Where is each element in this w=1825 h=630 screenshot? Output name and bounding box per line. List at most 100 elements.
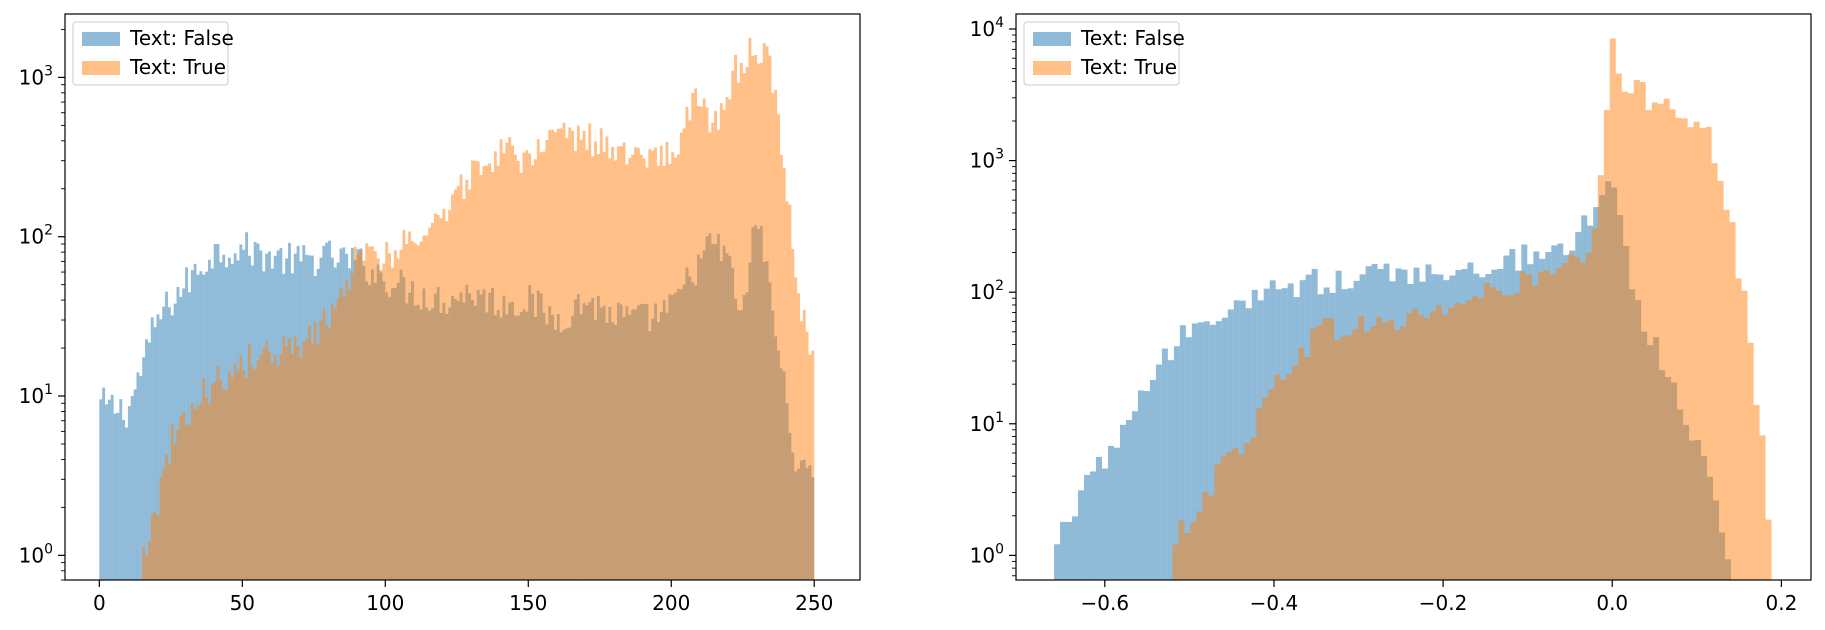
legend: Text: False Text: True <box>72 21 234 86</box>
histogram-bar <box>1705 126 1712 580</box>
histogram-bar <box>1208 495 1215 580</box>
legend-swatch-true <box>82 61 120 75</box>
histogram-bar <box>1334 339 1341 580</box>
histogram-bar <box>1220 456 1227 580</box>
x-tick-label: −0.2 <box>1419 591 1468 615</box>
histogram-bar <box>771 92 775 580</box>
x-tick-label: 250 <box>795 591 833 615</box>
histogram-bar <box>1268 389 1275 580</box>
histogram-bar <box>1346 335 1353 580</box>
histogram-bar <box>1388 319 1395 580</box>
histogram-bar <box>1466 300 1472 580</box>
y-tick-label: 104 <box>970 15 1004 41</box>
histogram-bar <box>130 395 134 580</box>
histogram-bar <box>162 468 166 580</box>
histogram-bar <box>1251 289 1258 580</box>
legend-label-true: Text: True <box>1080 55 1177 79</box>
histogram-bar <box>99 399 103 580</box>
histogram-bar <box>345 280 349 580</box>
histogram-bar <box>779 154 783 580</box>
histogram-bar <box>1214 464 1221 580</box>
histogram-bar <box>479 174 483 581</box>
histogram-bar <box>1352 329 1359 580</box>
histogram-bar <box>150 317 154 580</box>
histogram-bar <box>811 350 815 580</box>
histogram-bar <box>296 345 300 580</box>
histogram-bar <box>448 209 452 581</box>
histogram-bar <box>762 43 766 580</box>
histogram-bar <box>634 147 637 580</box>
legend-label-true: Text: True <box>129 55 226 79</box>
histogram-bar <box>339 287 343 580</box>
histogram-bar <box>585 149 589 580</box>
histogram-bar <box>802 309 806 580</box>
histogram-bar <box>674 157 677 580</box>
histogram-bar <box>1759 435 1766 580</box>
histogram-bar <box>282 335 286 580</box>
histogram-bar <box>1155 364 1162 580</box>
histogram-bar <box>505 142 509 581</box>
histogram-bar <box>485 165 489 580</box>
histogram-bar <box>416 245 420 580</box>
x-tick-label: 0.2 <box>1765 591 1797 615</box>
histogram-bar <box>774 89 778 580</box>
histogram-bar <box>333 309 337 580</box>
histogram-bar <box>1489 287 1496 580</box>
histogram-bar <box>1537 272 1544 580</box>
histogram-bar <box>1227 309 1234 580</box>
histogram-bar <box>1310 328 1317 580</box>
histogram-bar <box>159 319 163 580</box>
histogram-bar <box>1262 397 1269 580</box>
histogram-bar <box>536 139 540 581</box>
histogram-bar <box>116 412 120 580</box>
histogram-bar <box>1567 254 1574 580</box>
histogram-bar <box>336 298 340 580</box>
histogram-bar <box>805 331 809 580</box>
histogram-bar <box>1137 390 1144 580</box>
histogram-bar <box>651 150 655 581</box>
histogram-bar <box>648 149 652 581</box>
histogram-bar <box>222 389 226 580</box>
histogram-bar <box>196 405 200 580</box>
histogram-bar <box>1179 325 1186 580</box>
histogram-bar <box>276 366 280 580</box>
histogram-bar <box>270 362 274 580</box>
histogram-bar <box>239 355 243 580</box>
histogram-bar <box>107 399 111 580</box>
histogram-bar <box>325 325 329 580</box>
histogram-bar <box>322 308 326 580</box>
histogram-bar <box>210 383 214 580</box>
histogram-bar <box>285 346 289 580</box>
histogram-bar <box>799 321 803 580</box>
histogram-bar <box>679 132 683 580</box>
histogram-bar <box>1436 305 1443 580</box>
histogram-bar <box>808 354 812 580</box>
histogram-bar <box>1095 456 1102 580</box>
histogram-bar <box>1501 295 1508 580</box>
histogram-bar <box>1645 110 1652 581</box>
histogram-bar <box>671 152 675 580</box>
histogram-bar <box>388 253 392 581</box>
histogram-bar <box>1573 256 1580 580</box>
histogram-bar <box>1442 314 1449 580</box>
histogram-bar <box>1448 307 1455 580</box>
histogram-bar <box>127 406 131 580</box>
histogram-bar <box>1172 544 1179 580</box>
histogram-bar <box>662 165 666 580</box>
histogram-bar <box>362 260 366 580</box>
histogram-bar <box>376 258 380 580</box>
histogram-bar <box>599 128 603 580</box>
histogram-bar <box>1358 315 1365 580</box>
histogram-bar <box>1663 98 1670 580</box>
histogram-bar <box>348 289 351 580</box>
x-tick-label: 150 <box>509 591 547 615</box>
histogram-right: −0.6 −0.4 −0.2 0.0 0.2 100 101 102 103 104 Text:… <box>970 13 1812 615</box>
histogram-bar <box>636 147 640 580</box>
histogram-bar <box>1561 262 1568 580</box>
histogram-bar <box>777 114 780 580</box>
histogram-bar <box>1424 318 1431 580</box>
histogram-bar <box>142 546 146 580</box>
histogram-bar <box>413 243 417 580</box>
histogram-bar <box>279 354 283 580</box>
histogram-bar <box>565 138 569 581</box>
